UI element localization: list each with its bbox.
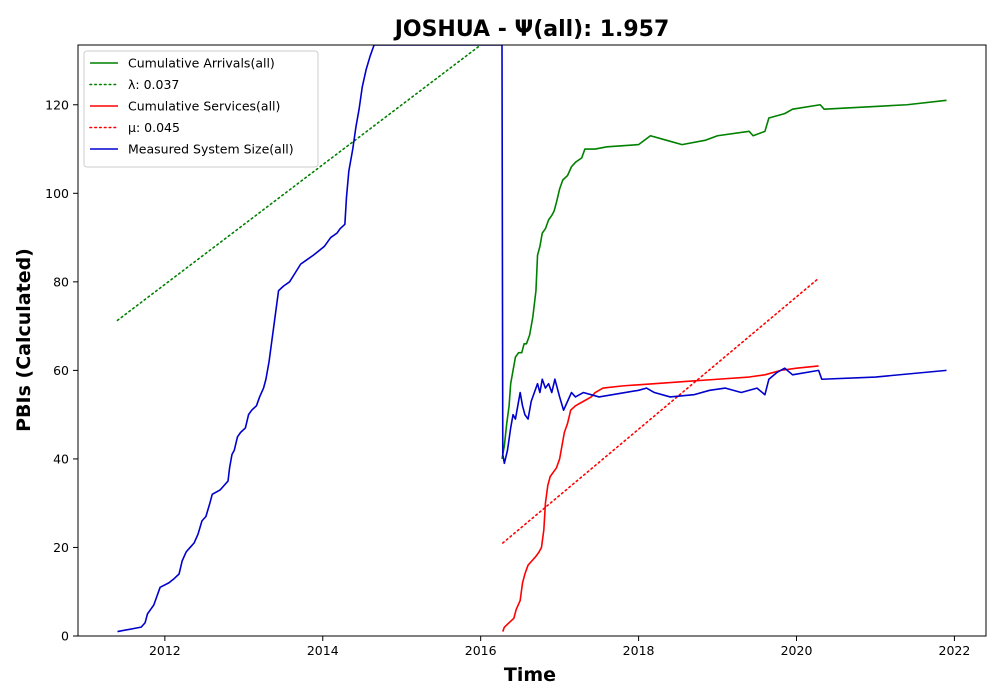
x-tick-label: 2018 <box>623 643 655 658</box>
legend-label-4: Measured System Size(all) <box>128 142 294 157</box>
x-tick-label: 2020 <box>781 643 813 658</box>
series-line-3 <box>501 277 820 544</box>
plot-frame <box>77 44 987 637</box>
y-tick-label: 80 <box>53 274 69 289</box>
y-tick-label: 120 <box>45 97 69 112</box>
legend-box <box>83 50 319 168</box>
x-tick-label: 2022 <box>939 643 971 658</box>
legend-label-2: Cumulative Services(all) <box>128 99 280 114</box>
ticks-layer: 2012 2014 2016 2018 2020 2022 0 20 40 60 80 100 120 <box>45 97 970 658</box>
x-tick-label: 2016 <box>465 643 497 658</box>
y-tick-label: 20 <box>53 540 69 555</box>
legend: Cumulative Arrivals(all) λ: 0.037 Cumulati… <box>83 50 319 168</box>
series-line-2 <box>502 365 819 632</box>
x-axis-label: Time <box>504 664 556 686</box>
y-tick-label: 60 <box>53 363 69 378</box>
chart-title: JOSHUA - Ψ(all): 1.957 <box>393 17 670 42</box>
y-tick-label: 0 <box>61 629 69 644</box>
legend-label-1: λ: 0.037 <box>128 77 179 92</box>
series-layer <box>116 45 947 633</box>
y-tick-label: 100 <box>45 186 69 201</box>
legend-label-0: Cumulative Arrivals(all) <box>128 56 275 71</box>
legend-label-3: μ: 0.045 <box>128 120 180 135</box>
y-axis-label: PBIs (Calculated) <box>13 248 35 432</box>
y-tick-label: 40 <box>53 451 69 466</box>
series-line-1 <box>116 45 482 322</box>
x-tick-label: 2012 <box>149 643 181 658</box>
series-line-4 <box>117 45 947 633</box>
x-tick-label: 2014 <box>307 643 339 658</box>
series-line-0 <box>501 99 947 460</box>
